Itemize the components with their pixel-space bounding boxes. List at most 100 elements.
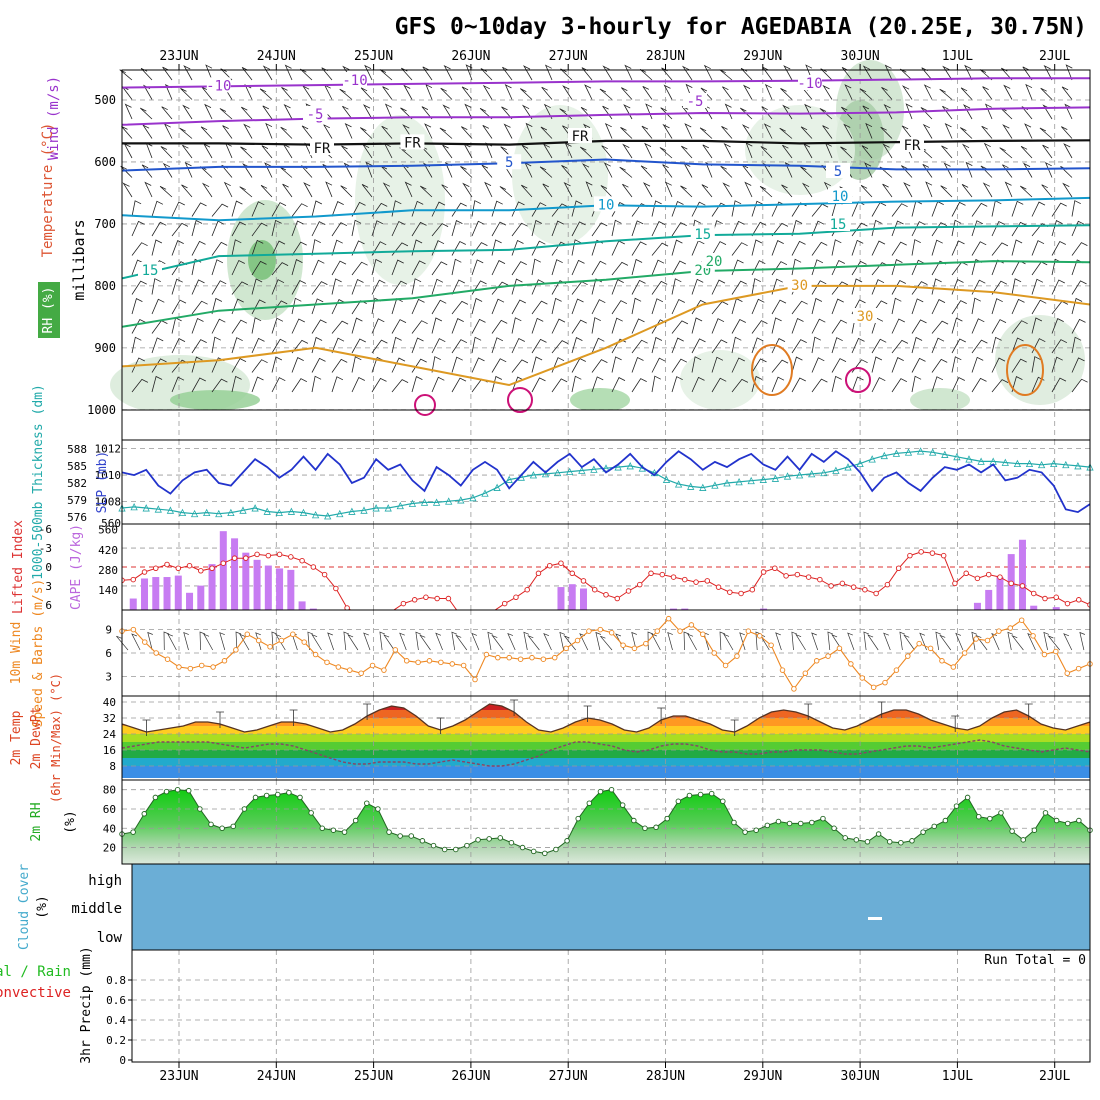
wind-barb — [411, 337, 424, 354]
dewpoint-axis-label: 2m DewPt — [29, 707, 44, 770]
rh-marker — [519, 844, 526, 851]
wind-barb — [911, 357, 926, 373]
wind-barb — [991, 242, 1009, 256]
surface-wind-barb — [867, 634, 879, 651]
thickness-marker — [166, 506, 175, 514]
lifted-index-marker — [794, 571, 801, 578]
wind-barb — [911, 239, 921, 256]
cape-bar — [670, 608, 678, 610]
wind-barb — [1031, 201, 1046, 217]
wind-barb — [331, 376, 344, 393]
wind-barb — [471, 297, 483, 315]
lifted-index-marker — [1064, 600, 1071, 607]
rh-marker — [898, 839, 904, 846]
wind-barb — [871, 279, 885, 295]
pressure-tick-label: 1000 — [87, 403, 116, 417]
wind-barb — [240, 146, 253, 159]
wind-barb — [1011, 298, 1025, 315]
wind-speed-marker — [495, 654, 501, 661]
wind-barb — [862, 105, 873, 120]
wind-barb — [151, 221, 167, 237]
rh-unit-label: (%) — [63, 810, 78, 833]
isotherm-label-bg — [594, 196, 618, 212]
wind-barb — [780, 88, 793, 100]
wind-barb — [891, 339, 909, 354]
wind-barb — [864, 162, 873, 178]
cloud-gap-mark — [868, 917, 882, 920]
wind-barb — [184, 162, 193, 178]
minmax-axis-label: (6hr Min/Max) (°C) — [49, 673, 63, 803]
precip-convective-legend: Convective — [0, 985, 71, 1001]
wind-barb — [322, 123, 333, 139]
thickness-marker — [771, 474, 780, 482]
rh-marker — [208, 821, 214, 828]
wind-barb — [1011, 278, 1022, 295]
wind-barb — [971, 297, 981, 315]
lifted-index-marker — [940, 552, 947, 559]
thickness-tick-label: 582 — [67, 477, 87, 490]
cape-axis-label: CAPE (J/kg) — [69, 524, 84, 610]
wind-barb — [843, 123, 853, 139]
rh-marker — [731, 819, 737, 826]
wind-barb — [1065, 64, 1073, 81]
wind-speed-marker — [324, 659, 330, 666]
surface-wind-barb — [1007, 631, 1014, 651]
wind-barb — [371, 279, 386, 295]
surface-wind-barb — [271, 631, 278, 651]
wind-barb — [922, 123, 933, 139]
wind-barb — [862, 65, 873, 81]
wind-barb — [211, 378, 228, 393]
wind-barb — [251, 359, 268, 373]
min-max-whisker — [877, 701, 886, 718]
rh-marker — [764, 822, 771, 829]
contour-label: 15 — [830, 217, 847, 233]
wind-barb — [891, 318, 905, 334]
wind-speed-axis-label: Speed & Barbs (m/s) — [31, 579, 46, 728]
rh-marker — [1031, 827, 1038, 833]
wind-barb — [223, 181, 233, 198]
lifted-index-marker — [569, 570, 575, 577]
surface-wind-barb — [419, 634, 431, 651]
lifted-index-marker — [1042, 595, 1048, 602]
wind-speed-marker — [221, 658, 228, 664]
wind-barb — [511, 201, 525, 217]
wind-barb — [691, 278, 704, 295]
wind-barb — [624, 64, 633, 81]
wind-barb — [441, 184, 453, 198]
wind-barb — [131, 280, 147, 295]
wind-barb — [131, 336, 142, 354]
thickness-marker — [263, 507, 271, 515]
wind-speed-marker — [700, 631, 706, 638]
lifted-index-marker — [895, 565, 902, 572]
slp-tick-label: 1008 — [95, 496, 122, 509]
wind-speed-marker — [176, 664, 182, 670]
temperature-band — [122, 750, 1090, 758]
wind-barb — [160, 146, 173, 159]
contour-label-bg — [683, 93, 707, 108]
wind-barb — [620, 127, 633, 139]
wind-barb — [451, 356, 463, 373]
wind-barb — [244, 84, 253, 100]
wind-barb — [191, 356, 203, 373]
wind-barb — [491, 375, 503, 393]
wind-barb — [191, 202, 207, 217]
lifted-index-marker — [321, 571, 328, 578]
wind-barb — [931, 376, 944, 393]
wind-barb — [1002, 164, 1013, 178]
temperature-dewpoint-panel: 8 16 24 32 40 2m Temp 2m DewPt (6hr Min/Max) (°… — [9, 673, 1091, 803]
rh-marker — [1020, 837, 1026, 843]
cape-bar — [276, 568, 284, 610]
wind-barb — [631, 241, 647, 256]
wind-speed-marker — [153, 650, 159, 656]
wind-barb — [740, 107, 753, 120]
wind-speed-marker — [540, 656, 547, 662]
wind-speed-marker — [859, 675, 865, 681]
wind-barb — [779, 127, 793, 139]
wind-barb — [443, 64, 453, 81]
wind-barb — [325, 181, 333, 198]
wind-barb — [891, 279, 906, 295]
wind-barb — [611, 261, 629, 276]
wind-barb — [561, 165, 573, 178]
wind-barb — [771, 317, 782, 334]
pressure-tick-label: 900 — [94, 341, 116, 355]
